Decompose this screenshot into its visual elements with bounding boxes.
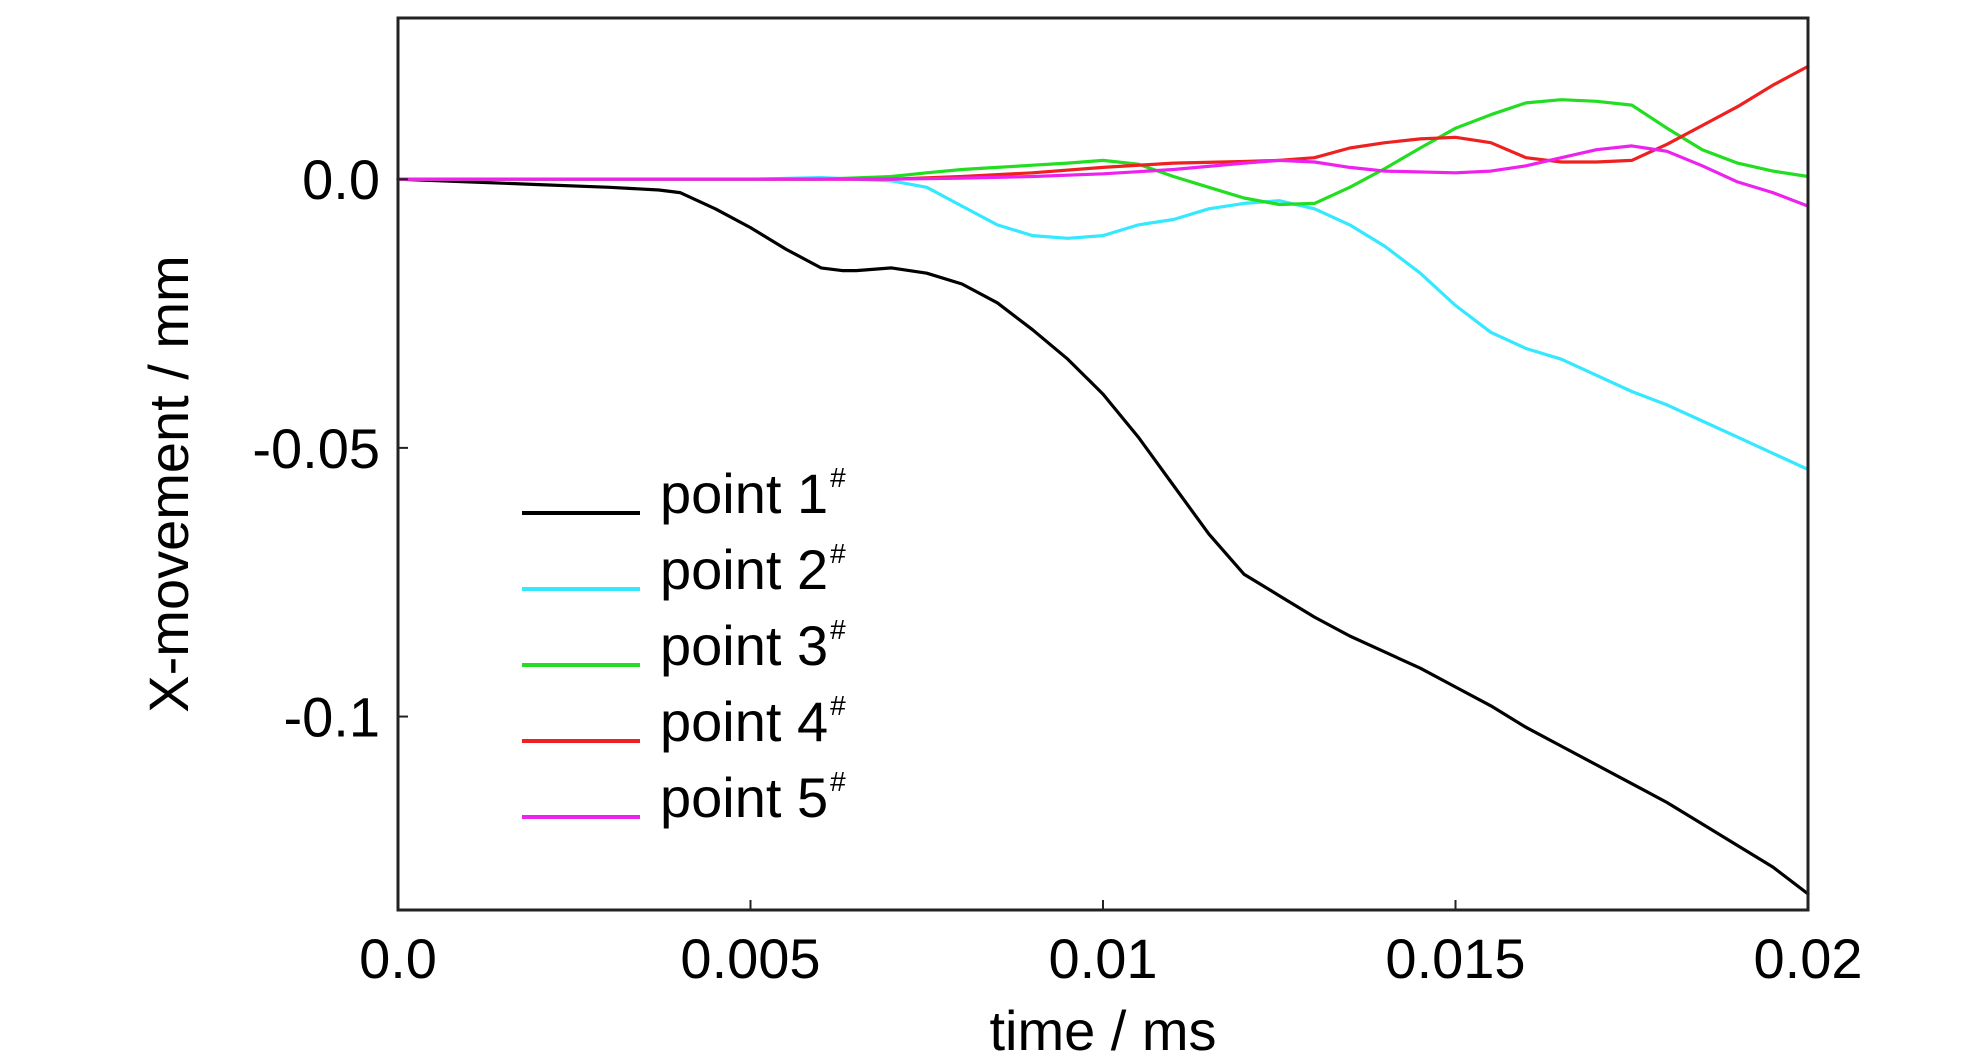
legend-label-text: point 2 bbox=[660, 538, 828, 601]
legend-label-text: point 5 bbox=[660, 766, 828, 829]
series-layer bbox=[396, 64, 1810, 896]
legend-label-text: point 1 bbox=[660, 462, 828, 525]
legend-label-superscript: # bbox=[830, 766, 846, 797]
legend: point 1#point 2#point 3#point 4#point 5# bbox=[522, 462, 846, 829]
y-axis-ticks: 0.0 -0.05 -0.1 bbox=[252, 148, 408, 749]
legend-label-text: point 4 bbox=[660, 690, 828, 753]
legend-label-superscript: # bbox=[830, 462, 846, 493]
legend-label-point-5: point 5# bbox=[660, 766, 846, 829]
x-tick-label: 0.015 bbox=[1385, 927, 1525, 990]
legend-label-superscript: # bbox=[830, 690, 846, 721]
series-line-point-3 bbox=[396, 98, 1810, 207]
legend-label-point-3: point 3# bbox=[660, 614, 846, 677]
x-axis-title: time / ms bbox=[989, 999, 1216, 1062]
y-tick-label: 0.0 bbox=[302, 148, 380, 211]
y-tick-label: -0.05 bbox=[252, 417, 380, 480]
x-tick-label: 0.005 bbox=[680, 927, 820, 990]
y-tick-label: -0.1 bbox=[284, 686, 381, 749]
x-tick-label: 0.01 bbox=[1049, 927, 1158, 990]
legend-label-point-1: point 1# bbox=[660, 462, 846, 525]
legend-label-superscript: # bbox=[830, 614, 846, 645]
legend-label-text: point 3 bbox=[660, 614, 828, 677]
legend-label-point-4: point 4# bbox=[660, 690, 846, 753]
series-line-point-1 bbox=[396, 177, 1810, 896]
legend-label-point-2: point 2# bbox=[660, 538, 846, 601]
x-axis-ticks: 0.0 0.005 0.01 0.015 0.02 bbox=[359, 900, 1863, 990]
y-axis-title: X-movement / mm bbox=[137, 255, 200, 712]
series-line-point-4 bbox=[396, 64, 1810, 181]
series-line-point-5 bbox=[396, 144, 1810, 208]
legend-label-superscript: # bbox=[830, 538, 846, 569]
x-tick-label: 0.02 bbox=[1754, 927, 1863, 990]
x-tick-label: 0.0 bbox=[359, 927, 437, 990]
